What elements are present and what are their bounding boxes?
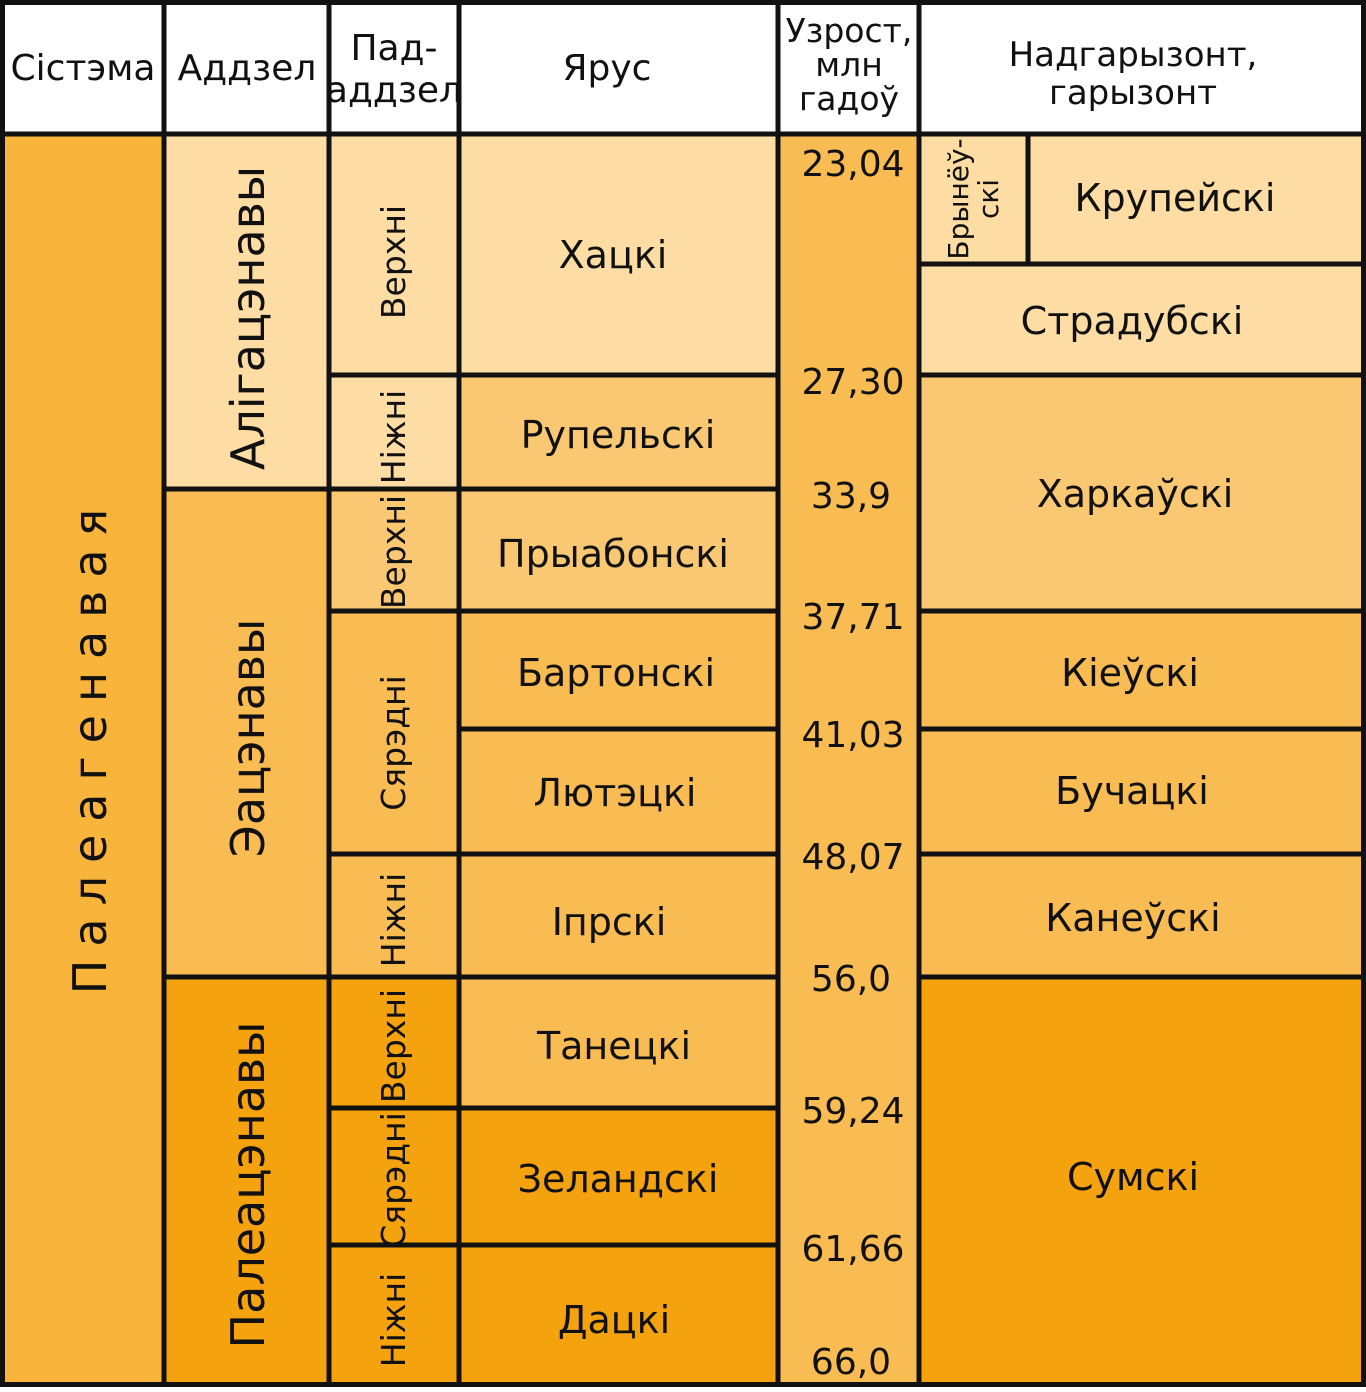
system-cell [0,134,164,1387]
division-label-oligocene: Алігацэнавы [221,166,275,470]
header-system: Сістэма [11,48,156,89]
age-label: 27,30 [801,362,904,403]
division-cell-eocene [164,489,329,977]
stage-label-bartonian: Бартонскі [517,651,715,695]
horizon-label-brynev-line1: Брынёў- [942,138,975,259]
stage-cell-lutetian [459,729,778,854]
horizon-cell-kharkau [919,375,1366,611]
subdivision-cell-eo-lower [329,854,459,977]
horizon-cell-kanev [919,854,1366,977]
age-label: 56,0 [811,959,891,1000]
horizon-label-kiev: Кіеўскі [1061,651,1199,695]
horizon-label-buchak: Бучацкі [1055,769,1209,813]
division-cell-paleocene [164,977,329,1387]
subdivision-cell-paleo-upper [329,977,459,1108]
system-label: Палеагенавая [63,496,117,994]
horizon-label-brynev-line2: скі [972,179,1005,219]
header-horizon-line2: гарызонт [1049,73,1217,113]
header-subdivision-line2: аддзел [326,70,462,111]
subdivision-label-paleo-lower: Ніжні [374,1273,413,1367]
horizon-label-kharkau: Харкаўскі [1037,472,1234,516]
subdivision-label-eo-lower: Ніжні [374,873,413,967]
header-age-line1: Узрост, [786,11,913,50]
horizon-cell-sum [919,977,1366,1387]
age-label: 66,0 [811,1342,891,1383]
horizon-label-krupei: Крупейскі [1075,176,1276,220]
subdivision-label-paleo-middle: Сярэдні [374,1112,413,1248]
subdivision-cell-oligo-upper [329,134,459,375]
header-division: Аддзел [178,48,317,89]
horizon-label-kanev: Канеўскі [1045,896,1220,940]
subdivision-cell-oligo-lower [329,375,459,489]
subdivision-cell-paleo-lower [329,1245,459,1387]
header-subdivision-line1: Пад- [350,28,437,69]
header-age-line2: млн [815,45,883,84]
stage-label-selandian: Зеландскі [518,1157,719,1201]
subdivision-label-eo-middle: Сярэдні [374,675,413,811]
division-cell-oligocene [164,134,329,489]
horizon-cell-kiev [919,611,1366,729]
stage-cell-rupelian [459,375,778,489]
age-label: 33,9 [811,476,891,517]
horizon-label-sum: Сумскі [1067,1155,1199,1199]
header-row [0,0,1366,134]
age-label: 61,66 [801,1229,904,1270]
subdivision-label-paleo-upper: Верхні [374,989,413,1103]
subdivision-label-oligo-lower: Ніжні [374,390,413,484]
stage-cell-priabonian [459,489,778,611]
division-label-paleocene: Палеацэнавы [221,1022,275,1349]
horizon-cell-brynev [919,134,1028,264]
subdivision-label-eo-upper: Верхні [374,495,413,609]
age-label: 37,71 [801,597,904,638]
stage-cell-bartonian [459,611,778,729]
stage-cell-thanetian [459,977,778,1108]
age-label: 48,07 [801,837,904,878]
subdivision-cell-paleo-middle [329,1108,459,1245]
horizon-cell-stradub [919,264,1366,375]
horizon-cell-krupei [1028,134,1366,264]
header-age-line3: гадоў [799,79,899,118]
subdivision-cell-eo-upper [329,489,459,611]
stage-label-priabonian: Прыабонскі [497,532,729,576]
stage-cell-chattian [459,134,778,375]
stage-cell-ypresian [459,854,778,977]
horizon-label-stradub: Страдубскі [1021,299,1244,343]
stage-label-ypresian: Іпрскі [552,900,667,944]
stage-label-lutetian: Лютэцкі [534,771,697,815]
horizon-cell-buchak [919,729,1366,854]
stage-cell-selandian [459,1108,778,1245]
age-label: 23,04 [801,144,904,185]
division-label-eocene: Эацэнавы [221,619,275,858]
stage-label-thanetian: Танецкі [536,1024,691,1068]
subdivision-cell-eo-middle [329,611,459,854]
stage-cell-danian [459,1245,778,1387]
age-column [778,134,919,1387]
subdivision-label-oligo-upper: Верхні [374,205,413,319]
stage-label-danian: Дацкі [558,1298,670,1342]
age-label: 41,03 [801,715,904,756]
header-horizon-line1: Надгарызонт, [1009,35,1258,75]
stage-label-chattian: Хацкі [559,233,668,277]
stage-label-rupelian: Рупельскі [521,413,716,457]
age-label: 59,24 [801,1091,904,1132]
header-stage: Ярус [563,48,652,89]
